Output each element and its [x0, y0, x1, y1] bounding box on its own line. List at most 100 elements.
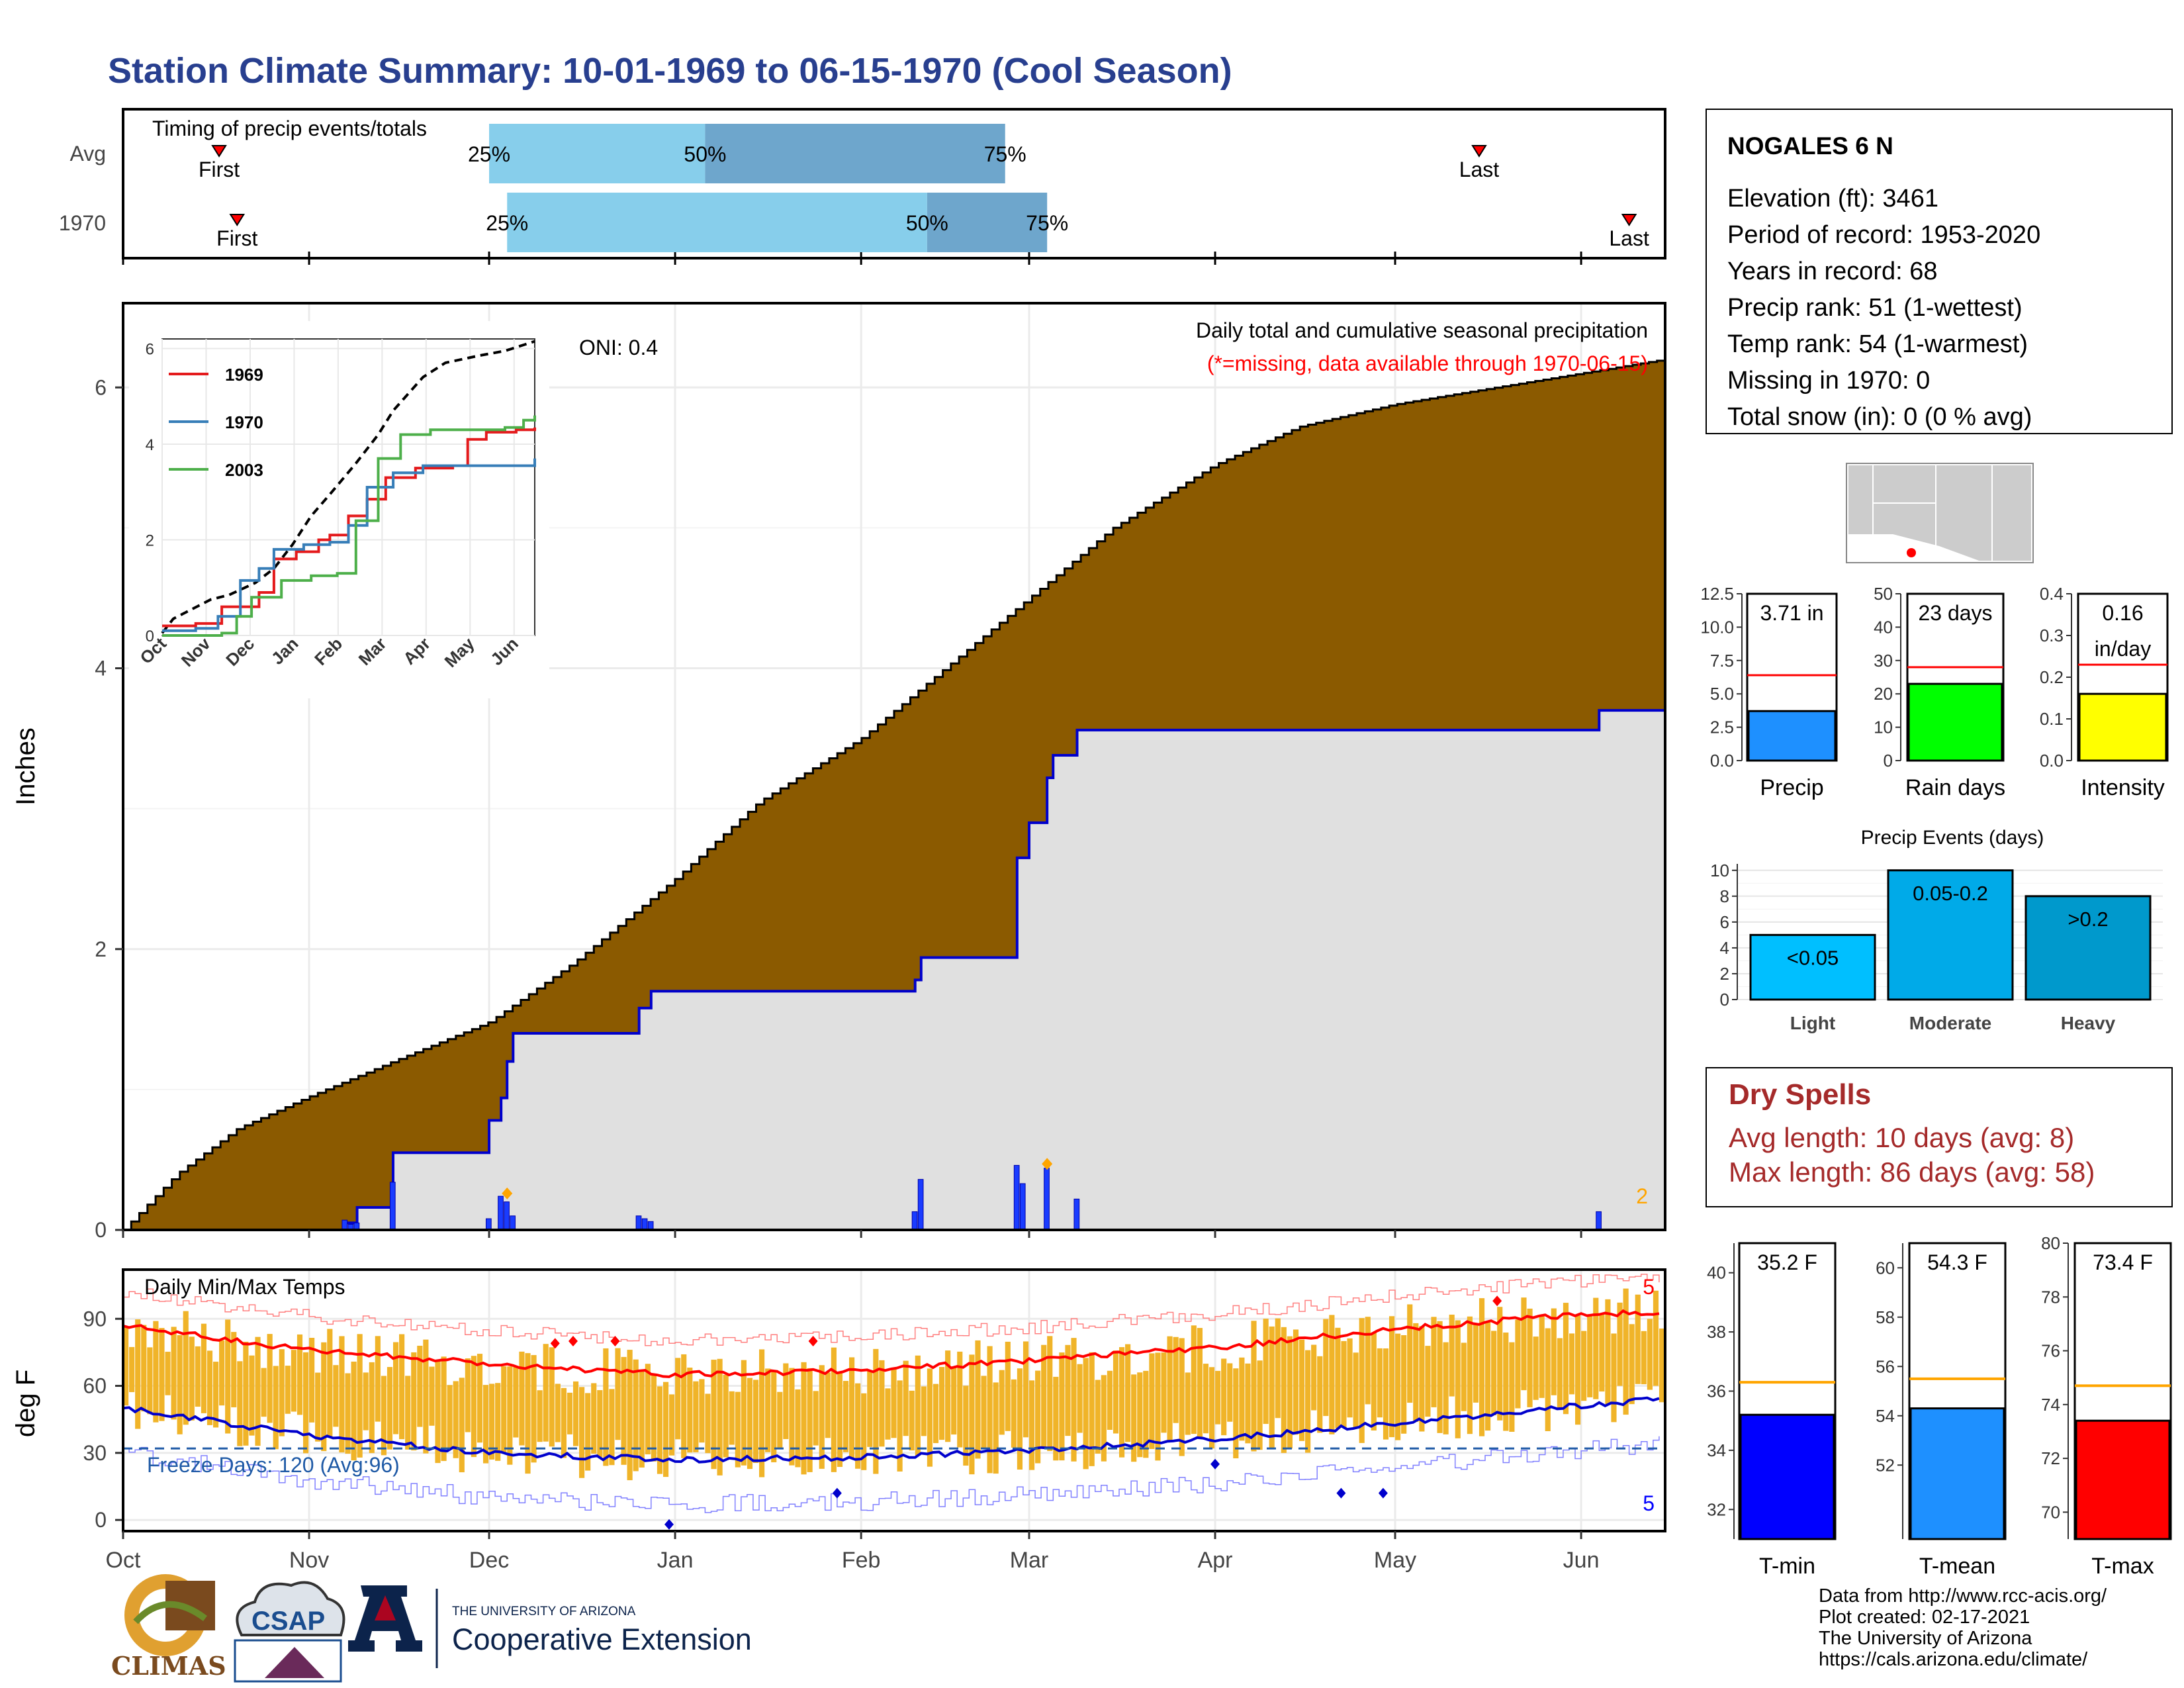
daily-temp-bar [333, 1365, 339, 1427]
daily-temp-bar [687, 1367, 693, 1453]
events-ytick-label: 0 [1720, 990, 1729, 1009]
daily-temp-bar [465, 1358, 471, 1432]
daily-temp-bar [447, 1385, 453, 1450]
csap-logo-text: CSAP [251, 1607, 325, 1636]
daily-temp-bar [1425, 1346, 1431, 1417]
side-bar-value [1747, 710, 1837, 762]
side-bar-value-label: in/day [2095, 637, 2151, 661]
daily-temp-bar [1167, 1336, 1173, 1440]
daily-temp-bar [1059, 1352, 1065, 1461]
daily-temp-bar [1437, 1321, 1443, 1433]
daily-temp-bar [1269, 1326, 1275, 1448]
first-event-marker [211, 145, 227, 158]
daily-temp-bar [417, 1345, 423, 1427]
side-bar-value-label: 23 days [1918, 601, 1992, 625]
daily-temp-bar [873, 1348, 879, 1474]
daily-temp-bar [645, 1364, 651, 1455]
events-category-label: Moderate [1909, 1013, 1991, 1033]
daily-temp-bar [321, 1342, 327, 1452]
daily-temp-bar [189, 1336, 195, 1421]
daily-temp-bar [309, 1338, 315, 1423]
daily-temp-bar [1305, 1350, 1311, 1453]
daily-temp-bar [741, 1360, 747, 1466]
daily-temp-bar [1155, 1352, 1161, 1461]
daily-temp-bar [1521, 1297, 1527, 1391]
daily-temp-bar [159, 1328, 165, 1421]
pct-25-label: 25% [468, 142, 510, 166]
temp-ytick-label: 60 [83, 1374, 107, 1398]
daily-temp-bar [861, 1393, 867, 1470]
daily-temp-bar [1539, 1315, 1545, 1398]
daily-temp-bar [1503, 1333, 1509, 1431]
temp-bar-ytick-label: 70 [2041, 1502, 2060, 1522]
daily-temp-bar [1077, 1364, 1083, 1433]
dry-spells-max: Max length: 86 days (avg: 58) [1729, 1156, 2095, 1188]
daily-temp-bar [1497, 1307, 1503, 1421]
events-bar [1749, 933, 1876, 1001]
precip-record-marker [1042, 1158, 1053, 1170]
events-bar [2025, 895, 2152, 1001]
daily-temp-bar [957, 1351, 963, 1448]
daily-temp-bar [1557, 1338, 1563, 1410]
temp-ytick-label: 30 [83, 1441, 107, 1465]
events-category-label: Light [1790, 1013, 1835, 1033]
inset-ytick-label: 0 [146, 628, 154, 645]
daily-temp-bar [1311, 1344, 1317, 1411]
temp-bar-value [2075, 1419, 2171, 1540]
precip-ylabel: Inches [11, 727, 40, 806]
daily-temp-bar [399, 1334, 405, 1440]
daily-temp-bar [405, 1376, 411, 1450]
daily-temp-bar [369, 1362, 375, 1454]
temp-bar-ytick-label: 32 [1707, 1499, 1726, 1519]
daily-temp-bar [987, 1346, 993, 1474]
daily-temp-bar [1581, 1331, 1587, 1401]
pct-75-label: 75% [1026, 211, 1068, 235]
daily-temp-bar [1419, 1326, 1425, 1432]
side-bar-ytick-label: 7.5 [1710, 651, 1734, 671]
daily-temp-bar [1131, 1374, 1137, 1462]
climas-logo-text: CLIMAS [111, 1651, 226, 1681]
daily-temp-bar [723, 1374, 729, 1458]
daily-temp-bar [867, 1371, 873, 1447]
side-bar-ytick-label: 0.2 [2040, 667, 2064, 687]
daily-temp-bar [579, 1387, 585, 1478]
daily-temp-bar [302, 1352, 309, 1454]
daily-temp-bar [285, 1366, 291, 1414]
month-tick-label: Nov [289, 1548, 329, 1573]
events-category-label: Heavy [2061, 1013, 2116, 1033]
daily-temp-bar [1611, 1333, 1617, 1423]
credit-line: https://cals.arizona.edu/climate/ [1819, 1649, 2088, 1670]
daily-temp-bar [771, 1372, 777, 1463]
precip-title: Daily total and cumulative seasonal prec… [1196, 318, 1648, 342]
daily-temp-bar [381, 1376, 387, 1456]
daily-temp-bar [513, 1367, 519, 1438]
pct-25-label: 25% [486, 211, 528, 235]
daily-temp-bar [519, 1351, 525, 1446]
daily-temp-bar [549, 1347, 555, 1447]
daily-temp-bar [1635, 1294, 1641, 1384]
daily-temp-bar [1443, 1342, 1449, 1434]
daily-temp-bar [927, 1368, 933, 1467]
daily-temp-bar [999, 1370, 1005, 1435]
daily-temp-bar [1179, 1338, 1185, 1456]
record-low-marker [1210, 1458, 1220, 1470]
daily-temp-bar [345, 1373, 351, 1454]
side-bar-ytick-label: 10 [1874, 718, 1893, 737]
temp-bar-value-label: 54.3 F [1927, 1250, 1987, 1274]
side-bar-ytick-label: 30 [1874, 651, 1893, 671]
daily-temp-bar [789, 1368, 795, 1466]
record-low-marker [832, 1487, 842, 1499]
daily-temp-bar [855, 1383, 861, 1469]
last-event-marker [1621, 214, 1637, 226]
daily-temp-bar [477, 1354, 483, 1443]
temp-bar-ytick-label: 58 [1876, 1307, 1895, 1327]
side-bar-ytick-label: 0.0 [2040, 751, 2064, 771]
temp-bar-ytick-label: 74 [2041, 1395, 2060, 1415]
record-high-marker [1492, 1295, 1502, 1307]
daily-temp-bar [1353, 1352, 1359, 1428]
daily-temp-bar [837, 1372, 843, 1468]
daily-temp-bar [1143, 1370, 1149, 1458]
daily-temp-bar [945, 1350, 951, 1442]
daily-precip-bar [504, 1201, 510, 1231]
events-ytick-label: 6 [1720, 912, 1729, 932]
